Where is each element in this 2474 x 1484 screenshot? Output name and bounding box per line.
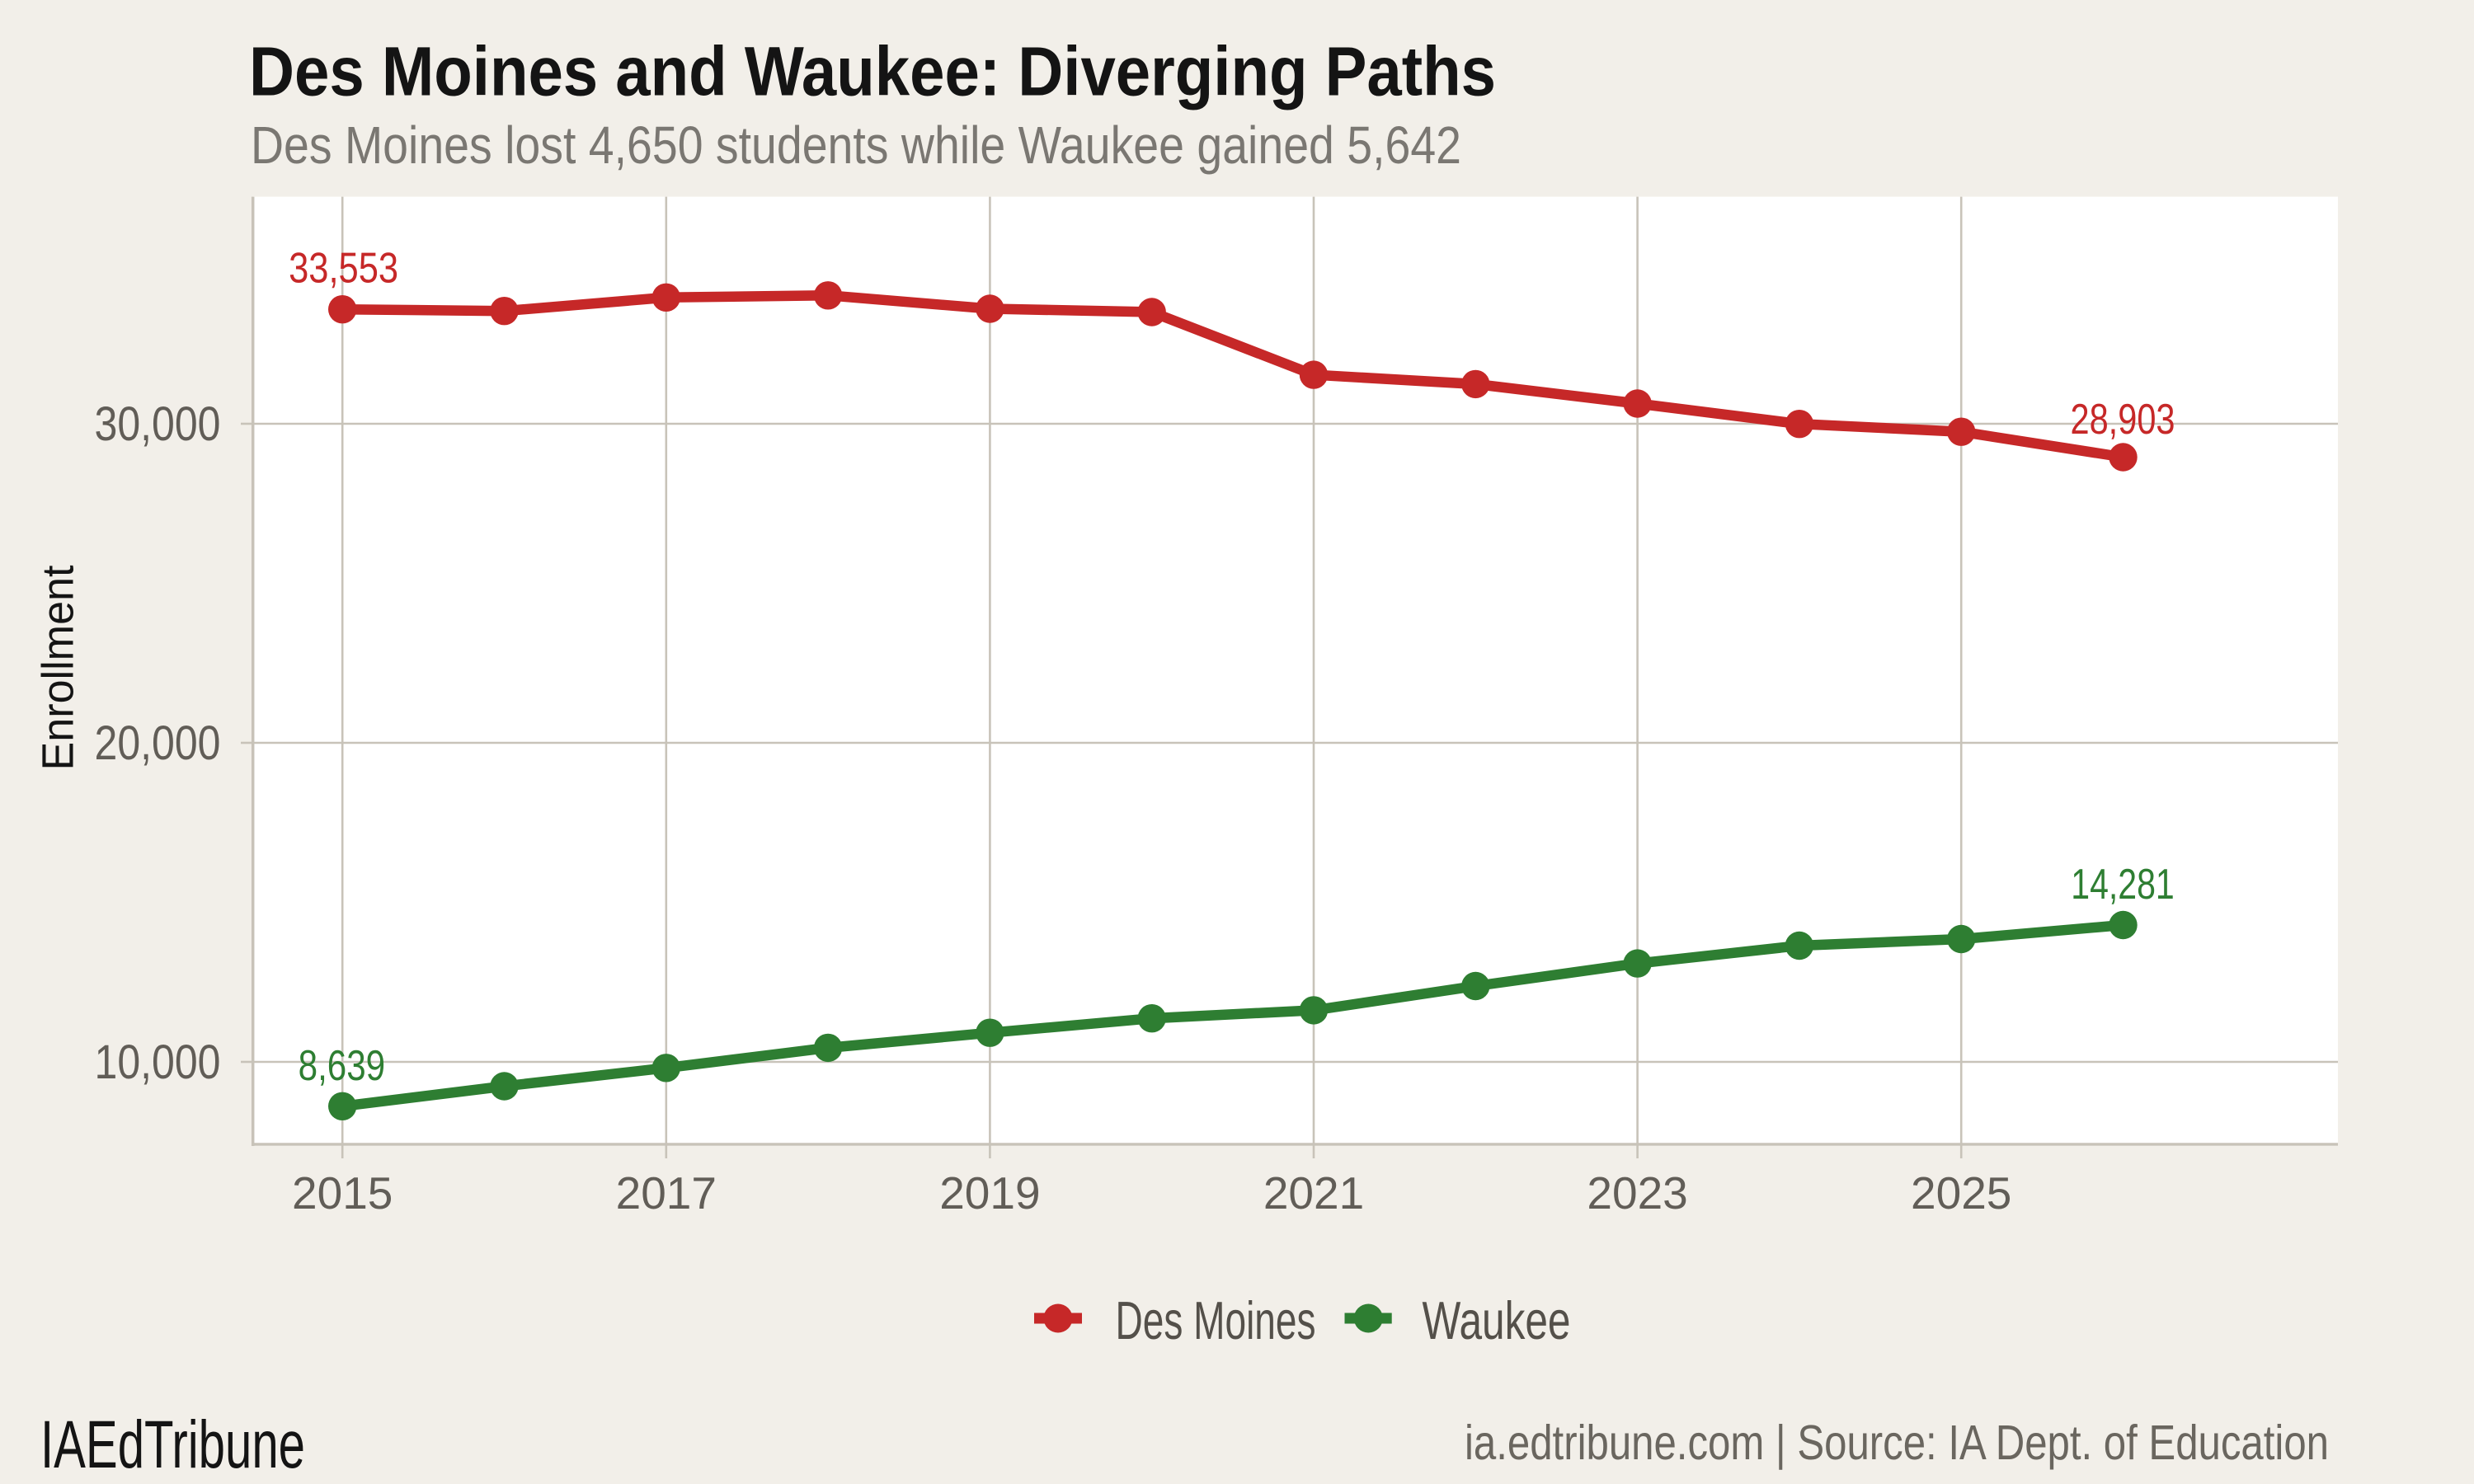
svg-text:2023: 2023 <box>1587 1167 1687 1219</box>
svg-text:33,553: 33,553 <box>289 244 398 292</box>
svg-text:2015: 2015 <box>292 1167 393 1219</box>
svg-text:2017: 2017 <box>616 1167 717 1219</box>
svg-text:30,000: 30,000 <box>95 397 221 451</box>
svg-text:20,000: 20,000 <box>95 716 221 770</box>
svg-text:Des Moines and Waukee: Divergi: Des Moines and Waukee: Diverging Paths <box>249 33 1496 110</box>
svg-text:ia.edtribune.com | Source: IA: ia.edtribune.com | Source: IA Dept. of E… <box>1465 1416 2329 1470</box>
svg-text:Waukee: Waukee <box>1423 1290 1571 1350</box>
svg-text:Enrollment: Enrollment <box>34 566 83 771</box>
svg-text:IAEdTribune: IAEdTribune <box>40 1407 305 1482</box>
svg-text:10,000: 10,000 <box>95 1036 221 1089</box>
svg-text:14,281: 14,281 <box>2071 861 2175 909</box>
svg-text:2021: 2021 <box>1263 1167 1364 1219</box>
svg-text:2019: 2019 <box>939 1167 1040 1219</box>
svg-text:Des Moines: Des Moines <box>1116 1290 1316 1350</box>
svg-text:28,903: 28,903 <box>2071 396 2175 444</box>
svg-text:2025: 2025 <box>1911 1167 2011 1219</box>
svg-text:8,639: 8,639 <box>299 1042 386 1090</box>
svg-text:Des Moines lost 4,650 students: Des Moines lost 4,650 students while Wau… <box>251 115 1461 175</box>
